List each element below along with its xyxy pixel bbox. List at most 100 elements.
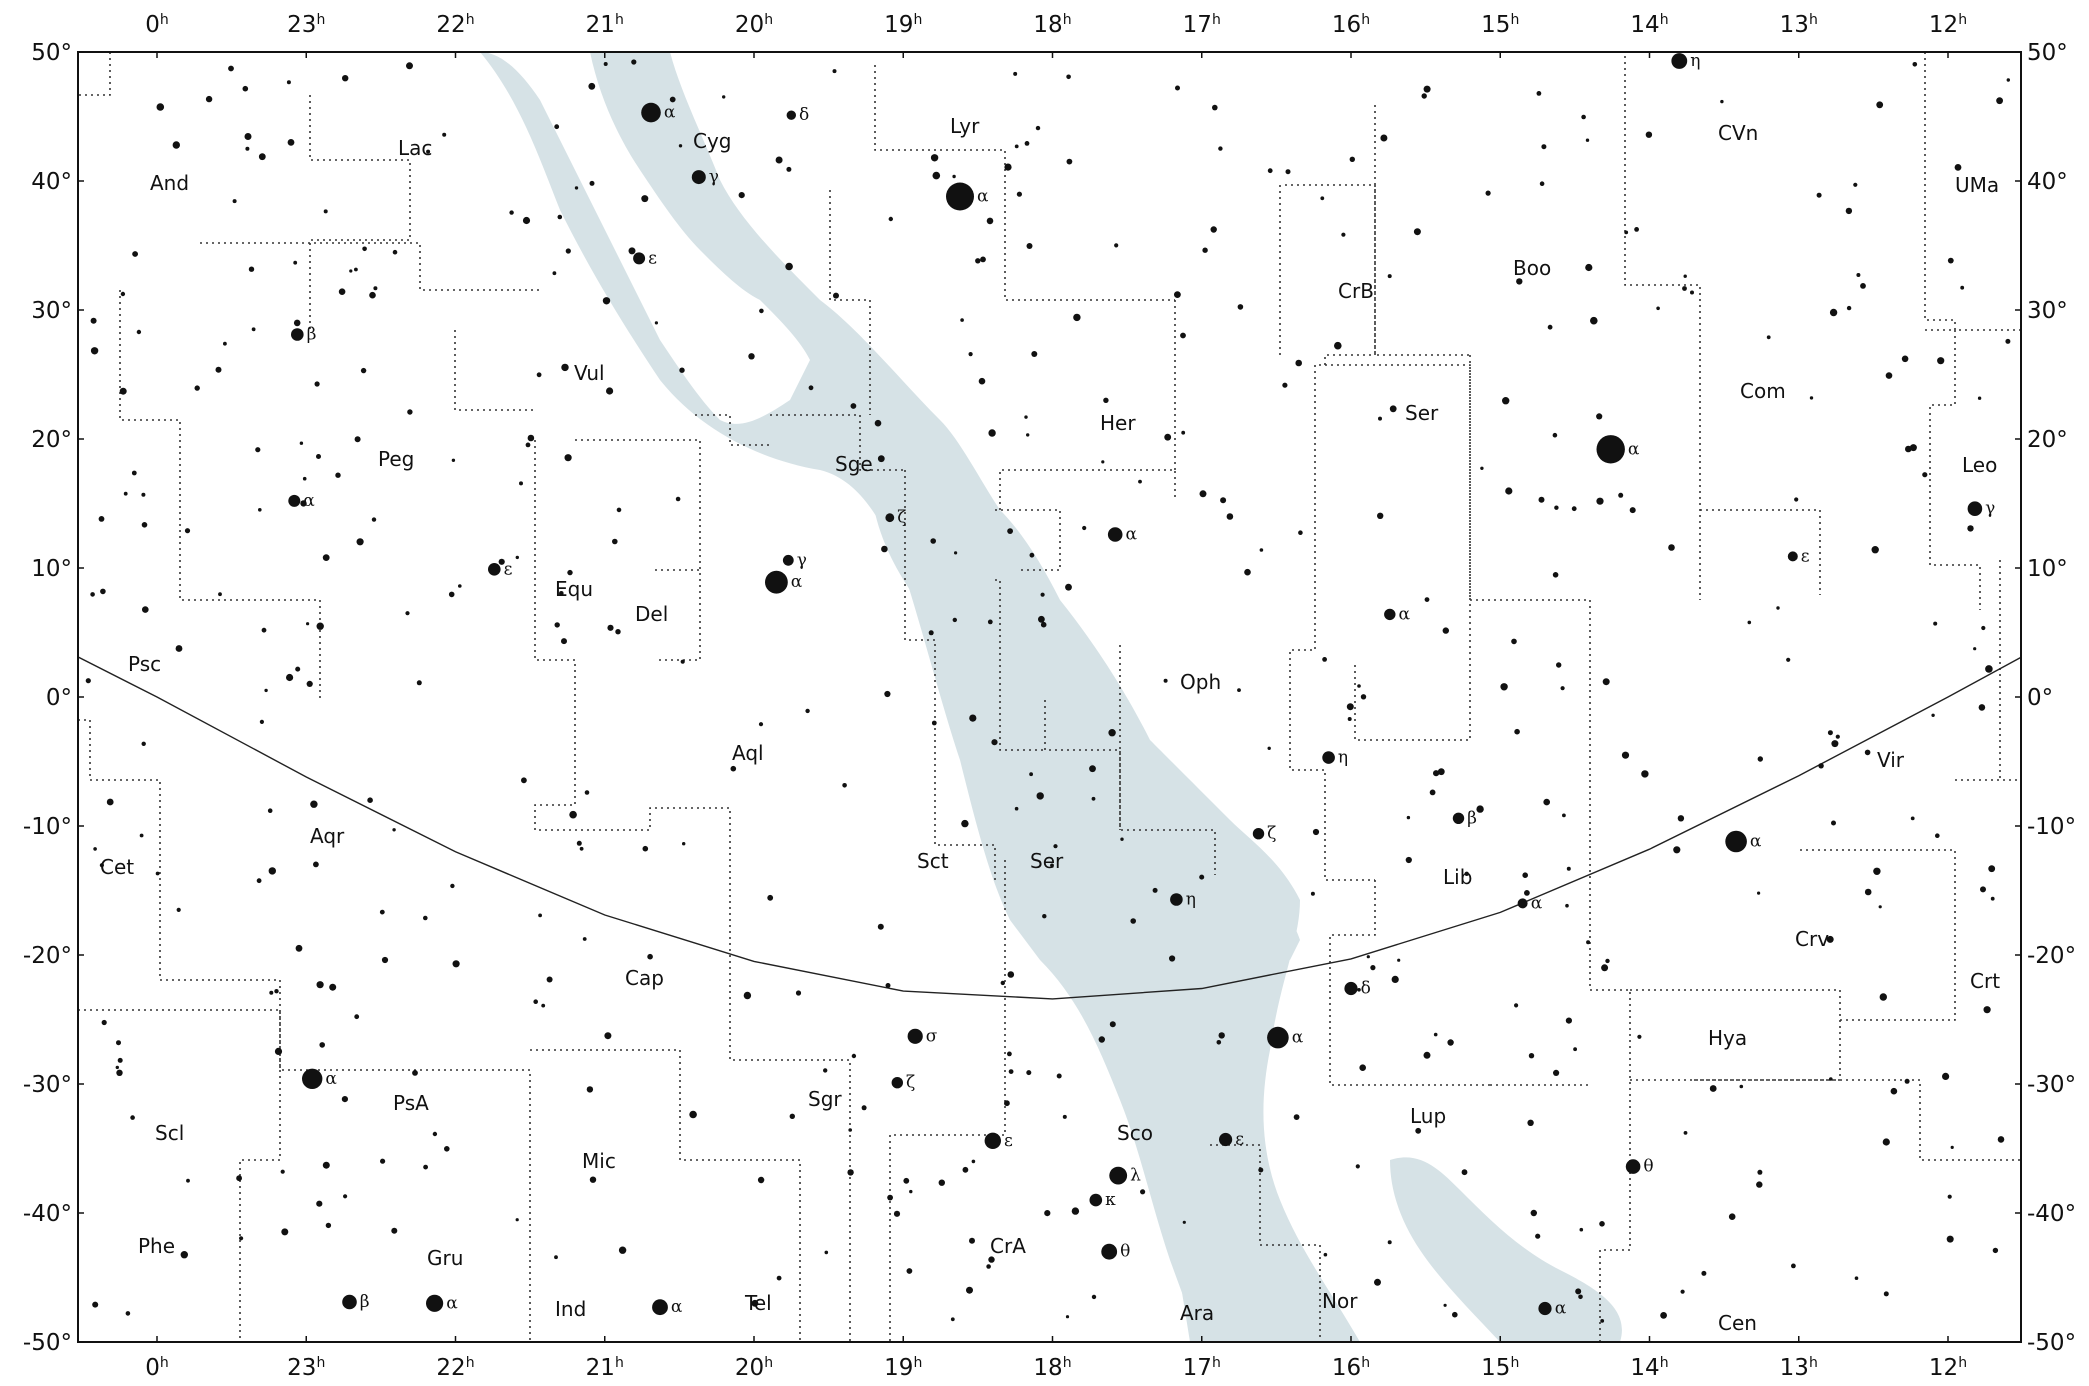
faint-star xyxy=(654,321,659,325)
faint-star xyxy=(536,372,542,378)
faint-star xyxy=(215,366,222,373)
faint-star xyxy=(1565,1017,1572,1024)
faint-star xyxy=(356,538,364,546)
faint-star xyxy=(584,790,590,795)
faint-star xyxy=(527,434,535,442)
faint-star xyxy=(498,558,505,565)
faint-star xyxy=(1298,530,1303,535)
faint-star xyxy=(1829,308,1838,317)
faint-star xyxy=(1757,756,1764,762)
star-label: β xyxy=(307,325,317,345)
faint-star xyxy=(1876,101,1884,109)
faint-star xyxy=(1433,770,1440,777)
faint-star xyxy=(986,1264,991,1269)
faint-star xyxy=(808,385,814,391)
star-label: β xyxy=(1467,808,1477,828)
star-label: α xyxy=(1126,525,1138,545)
faint-star xyxy=(1026,1070,1032,1076)
faint-star xyxy=(1947,257,1954,264)
faint-star xyxy=(1552,572,1559,578)
faint-star xyxy=(101,1019,107,1026)
faint-star xyxy=(141,741,146,746)
faint-star xyxy=(1827,730,1833,736)
star-label: α xyxy=(791,572,803,592)
faint-star xyxy=(1259,548,1264,552)
faint-star xyxy=(1220,497,1227,504)
faint-star xyxy=(335,472,341,478)
dec-tick-label-left: 20° xyxy=(31,427,72,453)
faint-star xyxy=(1905,445,1912,453)
faint-star xyxy=(1826,935,1834,943)
faint-star xyxy=(1846,305,1852,311)
dec-tick-label-left: -10° xyxy=(23,814,72,840)
faint-star xyxy=(139,833,144,838)
star-marker xyxy=(652,1299,668,1316)
faint-star xyxy=(1960,285,1965,290)
faint-star xyxy=(1809,396,1814,400)
faint-star xyxy=(851,1053,857,1059)
faint-star xyxy=(1524,890,1530,896)
faint-star xyxy=(354,436,361,443)
faint-star xyxy=(1098,1036,1106,1043)
faint-star xyxy=(1071,1207,1080,1215)
ra-tick-label: 14h xyxy=(1630,1355,1668,1381)
faint-star xyxy=(1366,955,1370,959)
faint-star xyxy=(323,209,328,214)
faint-star xyxy=(552,271,557,276)
constellation-label: Del xyxy=(635,602,668,626)
faint-star xyxy=(1618,492,1624,498)
faint-star xyxy=(680,659,685,664)
faint-star xyxy=(451,458,456,462)
faint-star xyxy=(1873,867,1881,875)
faint-star xyxy=(641,195,649,203)
faint-star xyxy=(1560,686,1565,691)
faint-star xyxy=(1389,405,1397,413)
star-label: ε xyxy=(1235,1130,1244,1150)
faint-star xyxy=(1380,134,1388,142)
faint-star xyxy=(1442,627,1450,634)
faint-star xyxy=(1935,833,1940,838)
faint-star xyxy=(938,1179,945,1186)
ra-tick-label: 17h xyxy=(1183,1355,1221,1381)
ra-tick-label: 17h xyxy=(1183,12,1221,38)
faint-star xyxy=(1933,621,1938,626)
faint-star xyxy=(299,441,304,445)
faint-star xyxy=(559,591,564,596)
faint-star xyxy=(1856,273,1861,277)
faint-star xyxy=(264,688,268,693)
faint-star xyxy=(316,622,324,630)
faint-star xyxy=(175,645,183,652)
faint-star xyxy=(406,62,413,70)
star-label: η xyxy=(1338,748,1348,768)
dec-tick-label-left: 0° xyxy=(46,685,72,711)
faint-star xyxy=(1585,263,1593,272)
faint-star xyxy=(909,1189,913,1194)
faint-star xyxy=(538,913,542,918)
faint-star xyxy=(1578,1294,1583,1300)
faint-star xyxy=(1357,684,1361,688)
faint-star xyxy=(1000,980,1005,986)
faint-star xyxy=(381,956,389,964)
faint-star xyxy=(1566,866,1571,871)
faint-star xyxy=(1461,1169,1468,1176)
star-label: α xyxy=(303,491,315,511)
faint-star xyxy=(1029,552,1035,558)
faint-star xyxy=(874,419,882,427)
faint-star xyxy=(615,629,621,635)
faint-star xyxy=(450,883,455,889)
faint-star xyxy=(130,1115,135,1120)
faint-star xyxy=(569,810,577,819)
constellation-label: Scl xyxy=(155,1121,184,1145)
star-label: α xyxy=(446,1293,458,1313)
star-marker xyxy=(1967,501,1983,516)
faint-star xyxy=(1539,181,1545,186)
faint-star xyxy=(1073,313,1081,322)
faint-star xyxy=(341,1096,348,1103)
faint-star xyxy=(302,476,307,481)
constellation-label: Lac xyxy=(398,136,432,160)
constellation-label: Aql xyxy=(732,741,764,765)
faint-star xyxy=(1040,621,1047,628)
faint-star xyxy=(576,840,582,846)
constellation-label: UMa xyxy=(1955,173,1999,197)
faint-star xyxy=(588,82,596,90)
